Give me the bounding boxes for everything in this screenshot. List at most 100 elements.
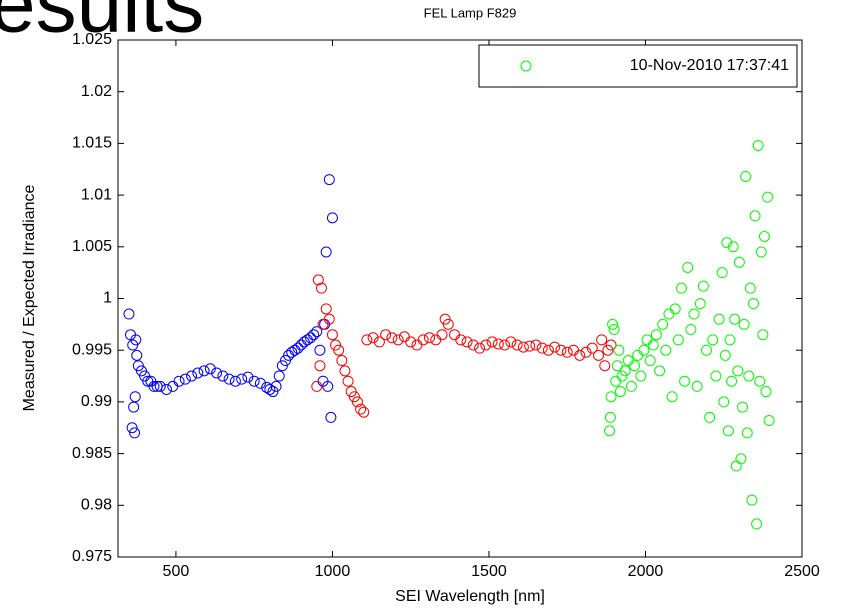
data-point xyxy=(186,370,198,382)
data-point xyxy=(644,355,656,367)
data-point xyxy=(746,494,758,506)
data-point xyxy=(154,380,166,392)
data-point xyxy=(721,237,733,249)
data-point xyxy=(635,370,647,382)
data-point xyxy=(217,370,229,382)
data-point xyxy=(314,344,326,356)
data-point xyxy=(295,339,307,351)
data-point xyxy=(173,375,185,387)
legend-box xyxy=(478,44,798,88)
data-point xyxy=(611,360,623,372)
data-point xyxy=(530,339,542,351)
data-point xyxy=(605,339,617,351)
data-point xyxy=(373,336,385,348)
x-tick-label: 500 xyxy=(163,563,190,580)
legend-label: 10-Nov-2010 17:37:41 xyxy=(630,57,789,74)
data-point xyxy=(524,340,536,352)
data-point xyxy=(574,349,586,361)
data-point xyxy=(320,303,332,315)
data-point xyxy=(685,324,697,336)
data-point xyxy=(204,363,216,375)
data-point xyxy=(292,342,304,354)
data-point xyxy=(492,338,504,350)
data-point xyxy=(675,282,687,294)
data-point xyxy=(367,332,379,344)
data-point xyxy=(242,371,254,383)
data-point xyxy=(305,332,317,344)
data-point xyxy=(682,261,694,273)
data-point xyxy=(517,341,529,353)
data-point xyxy=(614,386,626,398)
data-point xyxy=(694,298,706,310)
data-point xyxy=(536,342,548,354)
data-point xyxy=(604,411,616,423)
data-point xyxy=(704,411,716,423)
data-point xyxy=(716,267,728,279)
data-point xyxy=(691,380,703,392)
data-point xyxy=(679,375,691,387)
data-point xyxy=(361,334,373,346)
data-point xyxy=(632,349,644,361)
data-point xyxy=(351,396,363,408)
y-axis-label: Measured / Expected Irradiance xyxy=(21,185,38,412)
y-tick-label: 0.985 xyxy=(72,445,112,462)
data-point xyxy=(718,396,730,408)
data-point xyxy=(423,332,435,344)
data-point xyxy=(647,339,659,351)
data-point xyxy=(405,336,417,348)
data-point xyxy=(735,453,747,465)
data-point xyxy=(461,336,473,348)
data-point xyxy=(669,303,681,315)
data-point xyxy=(198,365,210,377)
data-point xyxy=(733,256,745,268)
data-point xyxy=(161,383,173,395)
data-point xyxy=(223,373,235,385)
data-point xyxy=(298,336,310,348)
data-point xyxy=(474,342,486,354)
data-point xyxy=(660,344,672,356)
data-point xyxy=(580,346,592,358)
data-point xyxy=(758,230,770,242)
data-point xyxy=(751,518,763,530)
data-point xyxy=(763,415,775,427)
data-point xyxy=(625,380,637,392)
data-point xyxy=(619,365,631,377)
data-point xyxy=(442,318,454,330)
data-point xyxy=(757,329,769,341)
data-point xyxy=(311,326,323,338)
data-point xyxy=(311,380,323,392)
data-point xyxy=(710,370,722,382)
data-point xyxy=(322,380,334,392)
data-point xyxy=(380,329,392,341)
data-point xyxy=(593,349,605,361)
data-point xyxy=(641,334,653,346)
data-point xyxy=(610,375,622,387)
data-point xyxy=(248,375,260,387)
data-point xyxy=(726,375,738,387)
data-point xyxy=(613,344,625,356)
data-point xyxy=(663,308,675,320)
data-point xyxy=(301,334,313,346)
y-tick-label: 0.99 xyxy=(81,393,112,410)
data-point xyxy=(411,339,423,351)
y-tick-label: 0.98 xyxy=(81,497,112,514)
data-point xyxy=(749,210,761,222)
data-point xyxy=(719,349,731,361)
data-point xyxy=(657,318,669,330)
x-tick-label: 2500 xyxy=(784,563,820,580)
data-point xyxy=(740,170,752,182)
data-point xyxy=(511,339,523,351)
data-point xyxy=(607,318,619,330)
data-point xyxy=(738,318,750,330)
data-point xyxy=(697,280,709,292)
data-point xyxy=(430,334,442,346)
data-point xyxy=(129,391,141,403)
data-point xyxy=(608,324,620,336)
data-point xyxy=(398,331,410,343)
data-point xyxy=(701,344,713,356)
data-point xyxy=(760,386,772,398)
data-point xyxy=(392,334,404,346)
data-point xyxy=(358,406,370,418)
data-point xyxy=(707,334,719,346)
data-point xyxy=(289,344,301,356)
